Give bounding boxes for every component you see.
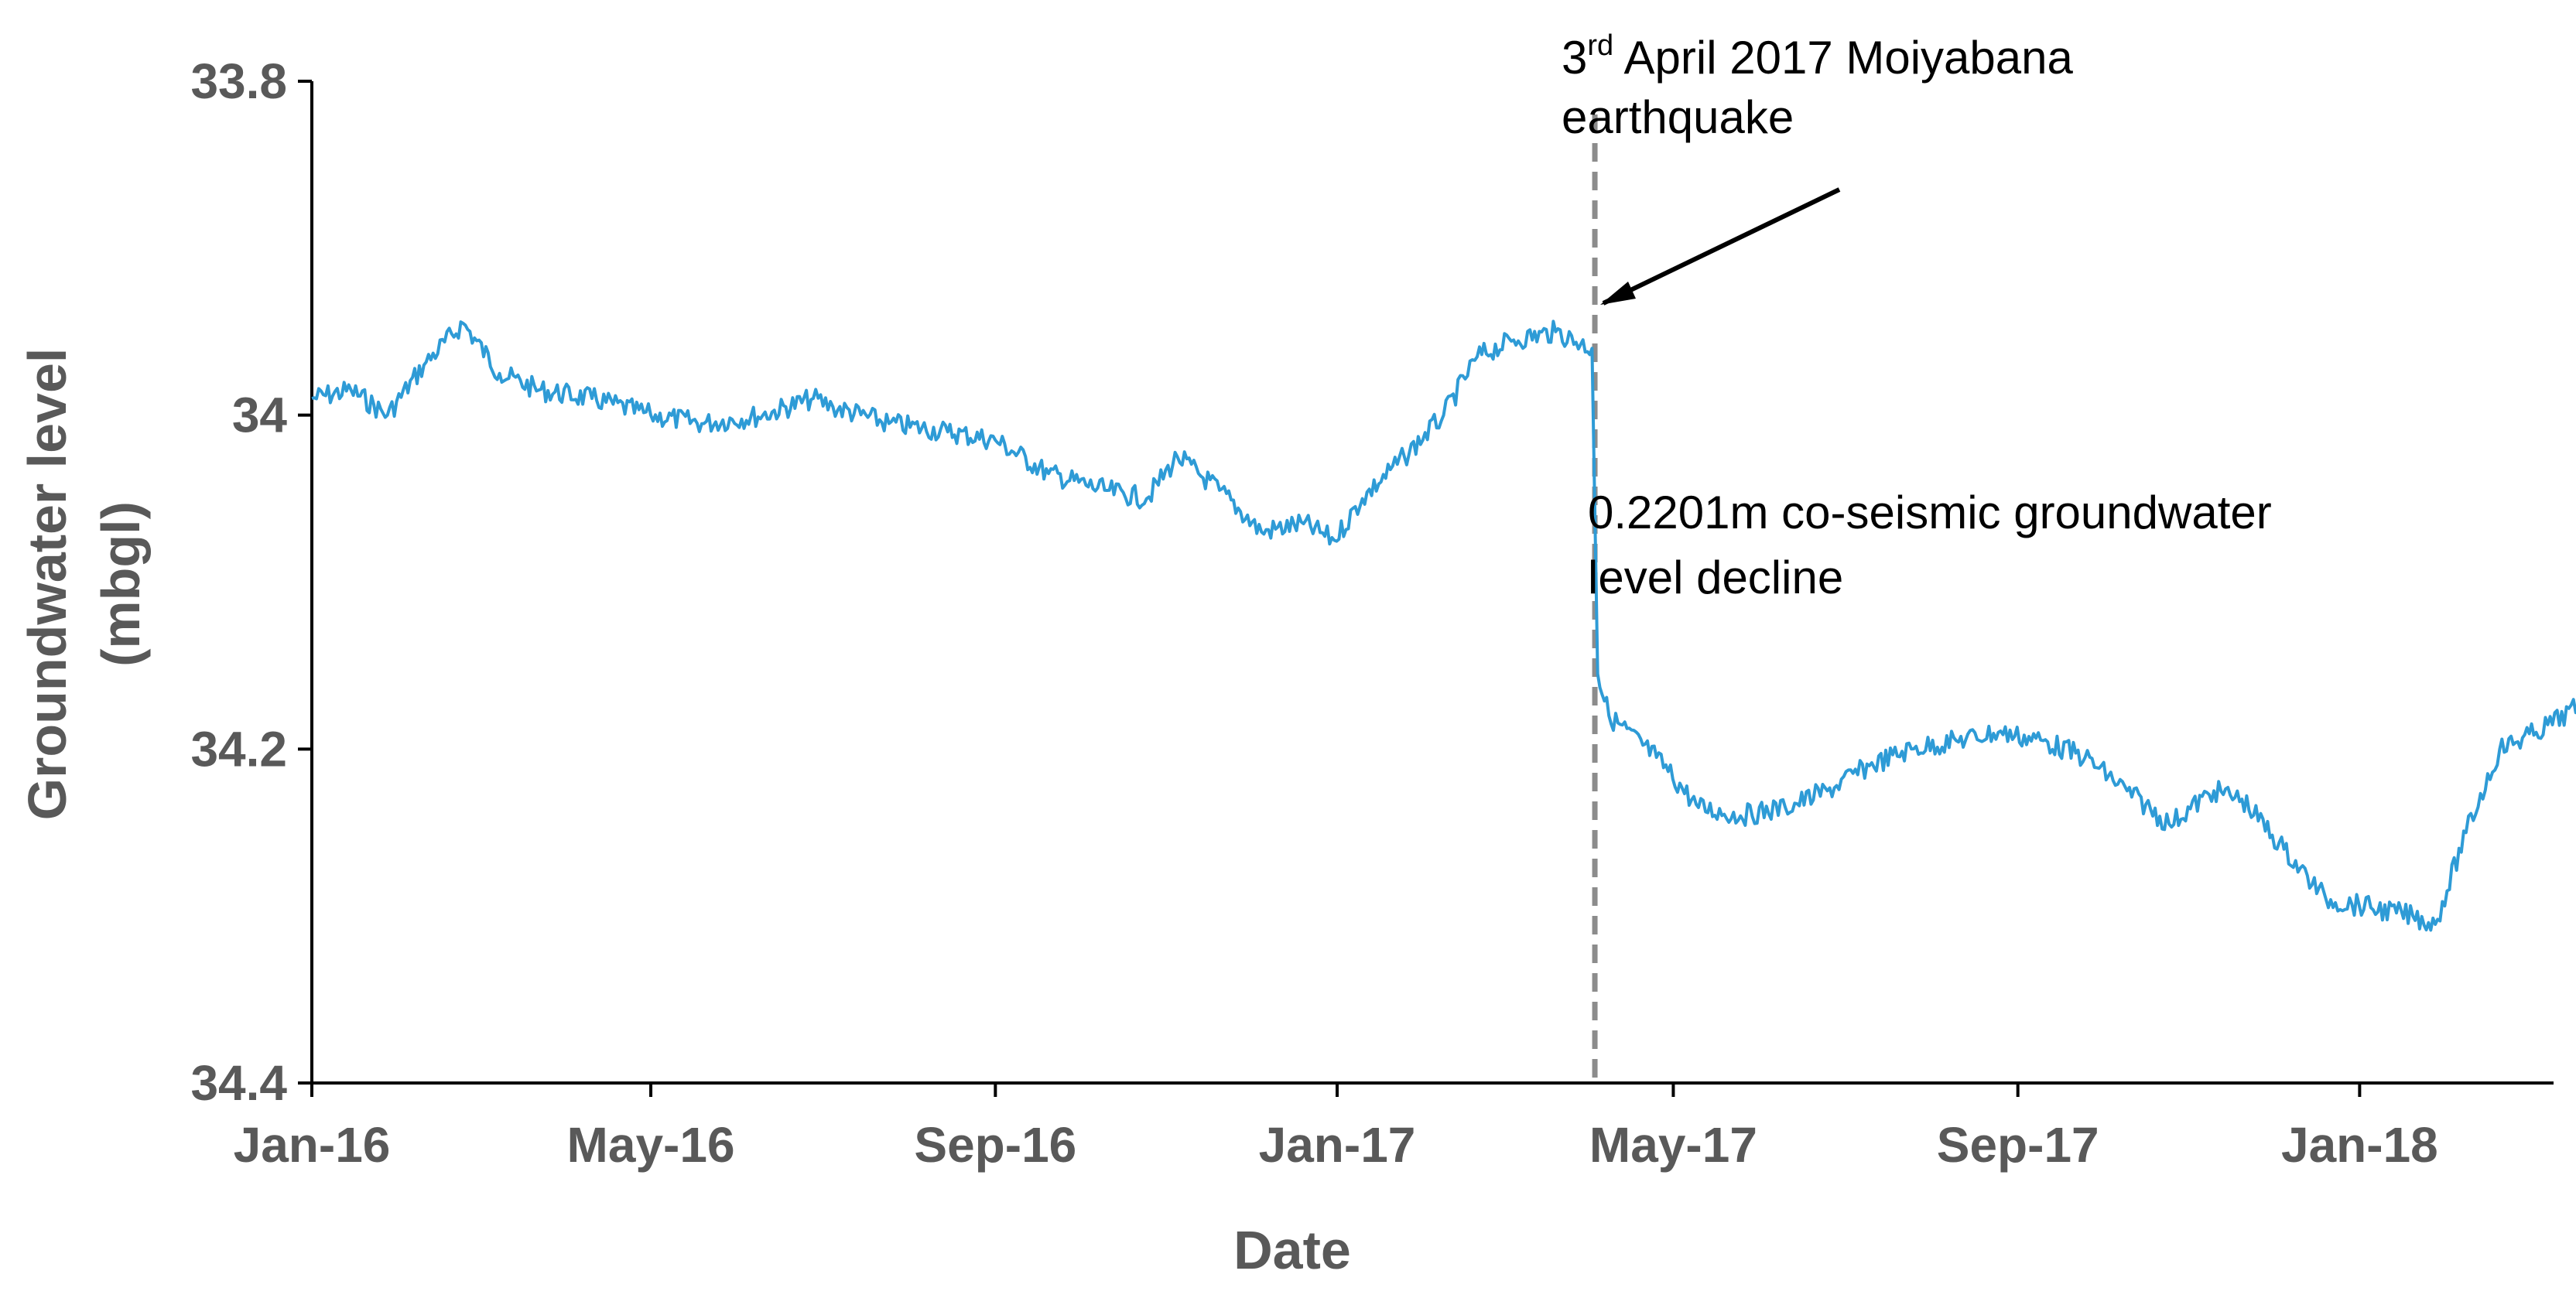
y-tick-label: 34.4 xyxy=(190,1055,287,1111)
x-tick-label: Jan-16 xyxy=(234,1117,391,1173)
y-axis-title-line2: (mbgl) xyxy=(91,501,151,667)
earthquake-annotation-line1: 3rd April 2017 Moiyabana xyxy=(1562,29,2074,84)
decline-annotation-line2: level decline xyxy=(1588,552,1843,603)
x-tick-label: Jan-17 xyxy=(1259,1117,1416,1173)
annotation-arrow xyxy=(1602,187,1841,306)
y-tick-label: 34.2 xyxy=(190,721,287,777)
x-tick-label: Sep-17 xyxy=(1937,1117,2099,1173)
groundwater-level-series xyxy=(311,319,2576,932)
y-axis-ticks: 33.8 34 34.2 34.4 xyxy=(190,53,312,1111)
x-tick-label: May-17 xyxy=(1589,1117,1757,1173)
x-tick-label: Jan-18 xyxy=(2281,1117,2438,1173)
x-axis-title: Date xyxy=(1233,1220,1351,1280)
arrow-head-icon xyxy=(1600,282,1636,305)
y-axis-title-line1: Groundwater level xyxy=(17,348,77,821)
y-tick-label: 34 xyxy=(232,388,288,443)
x-tick-label: Sep-16 xyxy=(914,1117,1076,1173)
y-tick-label: 33.8 xyxy=(190,53,287,109)
x-axis-ticks: Jan-16 May-16 Sep-16 Jan-17 May-17 Sep-17 Jan-… xyxy=(234,1083,2438,1173)
x-tick-label: May-16 xyxy=(567,1117,735,1173)
decline-annotation-line1: 0.2201m co-seismic groundwater xyxy=(1588,487,2272,538)
earthquake-annotation-line2: earthquake xyxy=(1562,91,1794,143)
